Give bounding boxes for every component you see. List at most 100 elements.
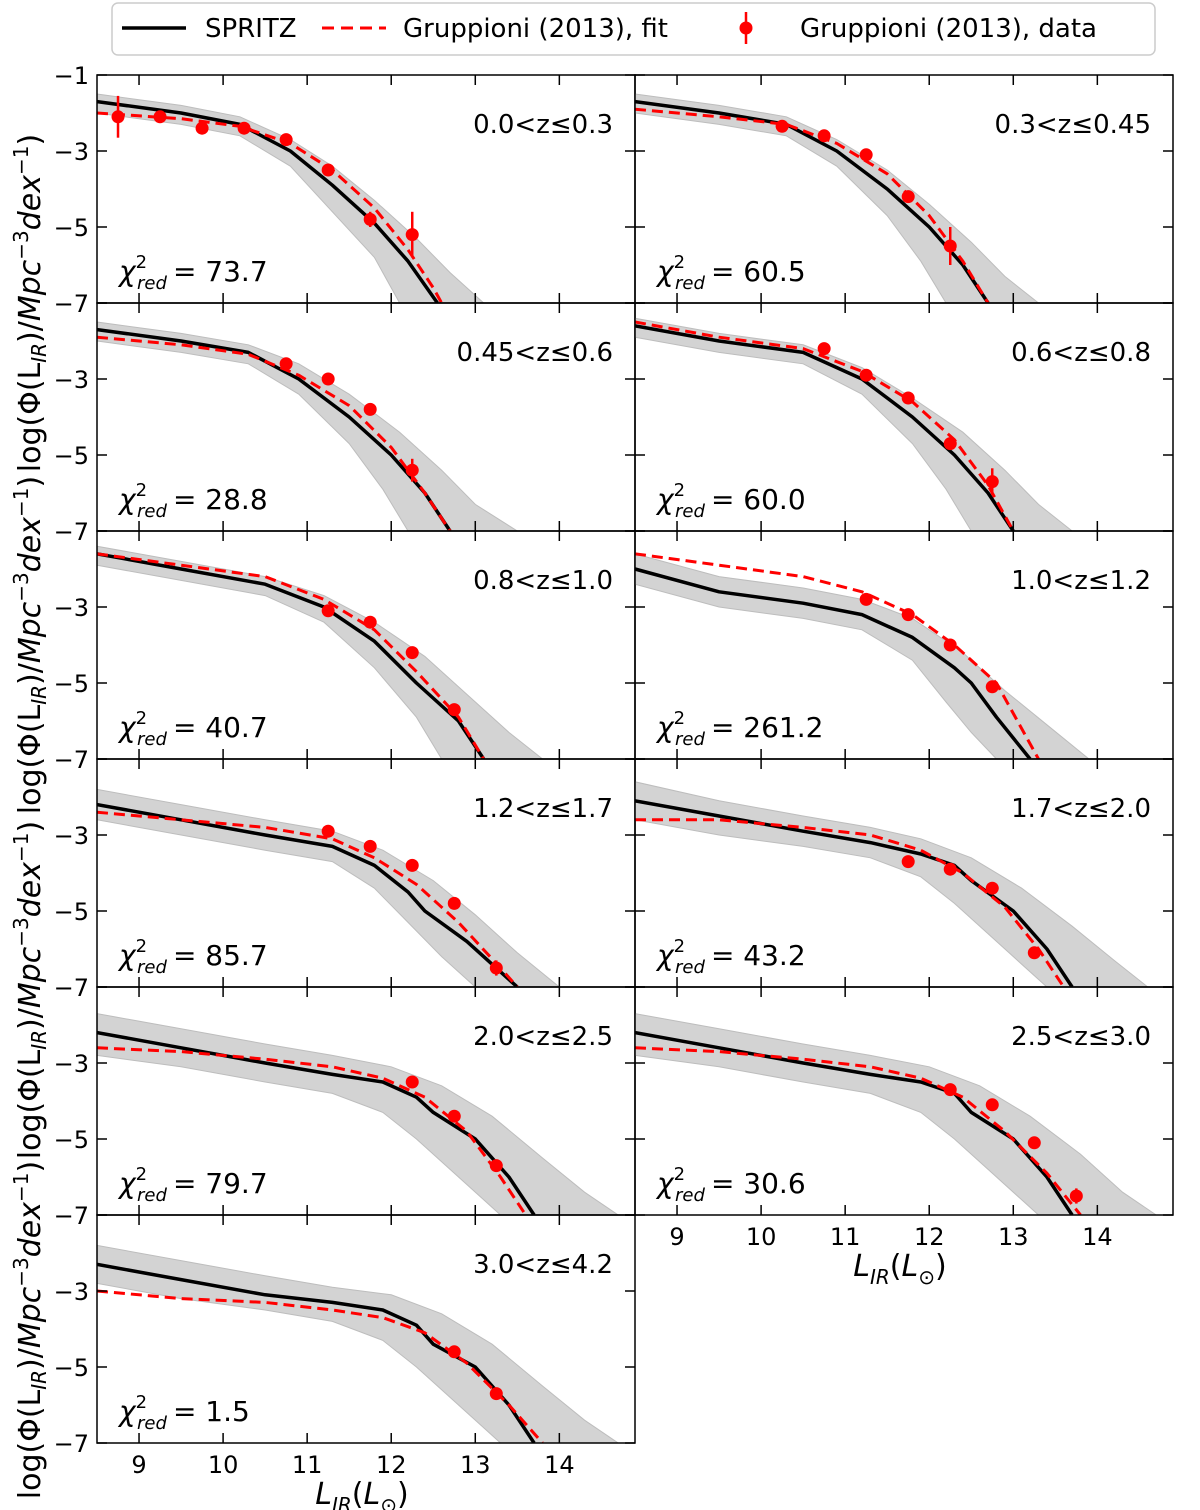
- redshift-range-label: 1.2<z≤1.7: [473, 794, 613, 824]
- x-tick-label: 9: [669, 1223, 684, 1251]
- data-point: [405, 646, 419, 660]
- y-tick-label: −7: [54, 746, 89, 774]
- y-axis-label-row-2-3: log(Φ(LIR)/Mpc−3dex−1): [9, 476, 51, 814]
- y-tick-label: −3: [54, 594, 89, 622]
- y-tick-label: −3: [54, 1278, 89, 1306]
- gruppioni-fit-line: [97, 335, 452, 531]
- data-point: [1027, 1136, 1041, 1150]
- redshift-range-label: 0.6<z≤0.8: [1011, 338, 1151, 368]
- gruppioni-fit-line: [635, 552, 1040, 759]
- spritz-uncertainty-band: [97, 1244, 620, 1443]
- y-axis-label-text: log(Φ(LIR)/Mpc−3dex−1): [9, 476, 51, 814]
- panel-plot-area: [97, 93, 485, 303]
- y-tick-label: −3: [54, 366, 89, 394]
- data-point: [901, 391, 915, 405]
- gruppioni-fit-line: [97, 1046, 527, 1215]
- panel-plot-area: [635, 552, 1090, 759]
- spritz-line: [97, 802, 519, 987]
- data-point: [237, 121, 251, 135]
- panels: −1 −3 −5 −7 0.0<z≤0.3 χ2 red = 73.7 0.3<z≤0.45 χ2…: [54, 62, 1174, 1479]
- data-point: [363, 402, 377, 416]
- legend-frame: [111, 2, 1156, 56]
- spritz-line: [635, 567, 1032, 759]
- data-point: [985, 881, 999, 895]
- y-tick-label: −3: [54, 138, 89, 166]
- data-point: [405, 228, 419, 242]
- legend-data-marker: [739, 21, 753, 35]
- x-tick-label: 13: [998, 1223, 1029, 1251]
- x-tick-label: 11: [292, 1451, 323, 1479]
- data-point: [985, 1098, 999, 1112]
- data-point: [489, 961, 503, 975]
- x-tick-label: 12: [914, 1223, 945, 1251]
- gruppioni-fit-line: [97, 810, 519, 987]
- data-point: [279, 357, 293, 371]
- data-point: [363, 839, 377, 853]
- data-point: [943, 862, 957, 876]
- y-tick-label: −7: [54, 290, 89, 318]
- data-point: [363, 615, 377, 629]
- x-tick-label: 12: [376, 1451, 407, 1479]
- panel-plot-area: [97, 1013, 620, 1215]
- spritz-line: [97, 327, 452, 531]
- data-point: [405, 463, 419, 477]
- y-tick-label: −5: [54, 1126, 89, 1154]
- data-point: [985, 475, 999, 489]
- panel-plot-area: [635, 317, 1073, 531]
- data-point: [901, 608, 915, 622]
- redshift-range-label: 0.3<z≤0.45: [995, 110, 1151, 140]
- data-point: [279, 133, 293, 147]
- redshift-range-label: 0.45<z≤0.6: [457, 338, 613, 368]
- data-point: [901, 855, 915, 869]
- data-point: [489, 1159, 503, 1173]
- chi2-label: χ2 red = 261.2: [655, 708, 823, 750]
- legend-fit-label: Gruppioni (2013), fit: [403, 14, 668, 44]
- y-tick-label: −5: [54, 670, 89, 698]
- panel-plot-area: [97, 545, 544, 759]
- data-point: [363, 212, 377, 226]
- redshift-range-label: 0.0<z≤0.3: [473, 110, 613, 140]
- chi2-label: χ2 red = 30.6: [655, 1164, 806, 1206]
- chi2-label: χ2 red = 28.8: [117, 480, 268, 522]
- spritz-uncertainty-band: [97, 93, 485, 303]
- y-tick-label: −3: [54, 822, 89, 850]
- panel-2: 0.3<z≤0.45 χ2 red = 60.5: [634, 74, 1174, 304]
- chi2-label: χ2 red = 85.7: [117, 936, 268, 978]
- x-axis-label-right: LIR(L⊙): [853, 1249, 946, 1289]
- y-tick-label: −3: [54, 1050, 89, 1078]
- panel-frame: [96, 1214, 636, 1444]
- gruppioni-fit-line: [635, 1046, 1082, 1215]
- x-tick-label: 14: [544, 1451, 575, 1479]
- x-tick-label: 14: [1082, 1223, 1113, 1251]
- spritz-uncertainty-band: [97, 1013, 620, 1215]
- panel-6: 1.0<z≤1.2 χ2 red = 261.2: [634, 530, 1174, 760]
- y-axis-label-text: log(Φ(LIR)/Mpc−3dex−1): [9, 134, 51, 472]
- redshift-range-label: 0.8<z≤1.0: [473, 566, 613, 596]
- x-tick-label: 10: [208, 1451, 239, 1479]
- chi2-label: χ2 red = 60.5: [655, 252, 806, 294]
- data-point: [405, 858, 419, 872]
- x-axis-label-left: LIR(L⊙): [315, 1477, 408, 1510]
- data-point: [447, 703, 461, 717]
- data-point: [943, 1083, 957, 1097]
- x-tick-label: 13: [460, 1451, 491, 1479]
- chi2-label: χ2 red = 60.0: [655, 480, 806, 522]
- spritz-line: [635, 324, 1015, 531]
- redshift-range-label: 1.7<z≤2.0: [1011, 794, 1151, 824]
- panel-plot-area: [635, 781, 1149, 987]
- data-point: [447, 1345, 461, 1359]
- data-point: [817, 342, 831, 356]
- data-point: [859, 368, 873, 382]
- panel-11: 9 10 11 12 13 14 −3 −5 −7 3.0<z≤4.2 χ2 red = 1.5: [54, 1214, 636, 1479]
- panel-frame: [634, 986, 1174, 1216]
- chi2-label: χ2 red = 73.7: [117, 252, 268, 294]
- y-tick-label: −7: [54, 518, 89, 546]
- panel-plot-area: [635, 93, 1040, 303]
- y-axis-label-text: log(Φ(LIR)/Mpc−3dex−1): [9, 821, 51, 1159]
- gruppioni-fit-line: [635, 818, 1065, 987]
- chi2-label: χ2 red = 79.7: [117, 1164, 268, 1206]
- data-point: [943, 239, 957, 253]
- spritz-line: [635, 99, 990, 303]
- panel-1: −1 −3 −5 −7 0.0<z≤0.3 χ2 red = 73.7: [54, 62, 636, 318]
